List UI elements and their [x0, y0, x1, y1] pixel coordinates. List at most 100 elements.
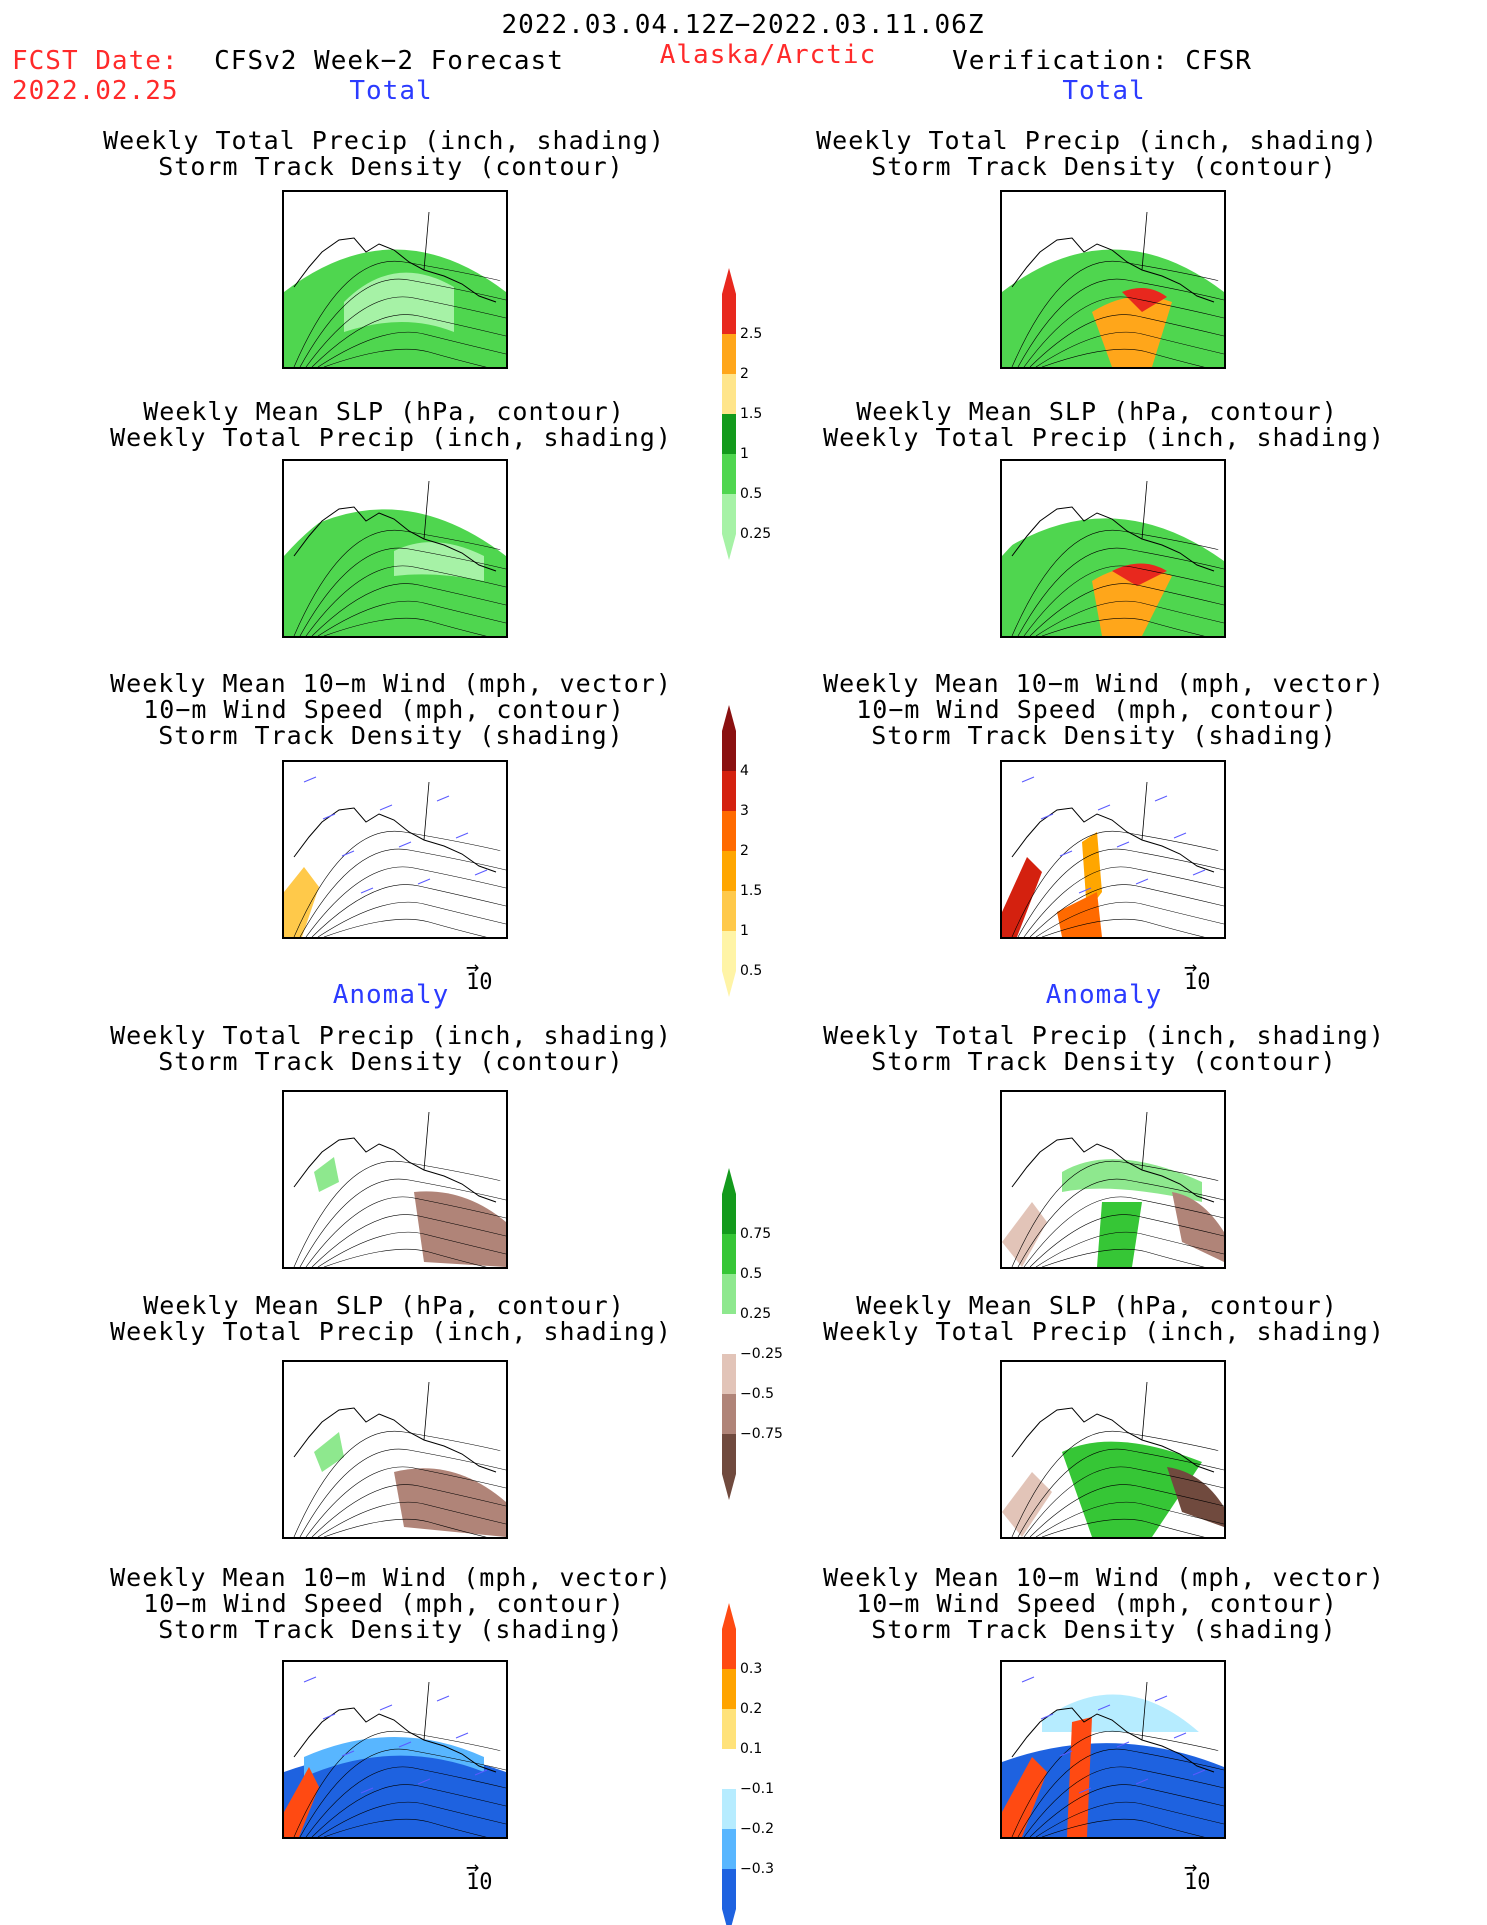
vector-key-value: 10: [1184, 970, 1211, 995]
title-r6-line2: 10−m Wind Speed (mph, contour): [856, 1589, 1338, 1618]
map-contour: [305, 1466, 506, 1537]
map-shading: [1002, 1202, 1047, 1267]
map-shading: [304, 1737, 484, 1777]
map-shading: [394, 542, 484, 581]
map-contour: [1041, 617, 1224, 636]
map-contour: [323, 1248, 506, 1267]
map-shading: [284, 1767, 319, 1837]
map-shading: [414, 1191, 506, 1267]
colorbar-segment: [722, 374, 736, 414]
title-l1-line1: Weekly Total Precip (inch, shading): [103, 126, 665, 155]
colorbar-segment: [722, 891, 736, 931]
map-contour: [1017, 848, 1224, 937]
map-shading: [1112, 563, 1167, 586]
colorbar-segment: [722, 1354, 736, 1394]
map-shading: [1002, 1757, 1047, 1837]
map-coastline: [293, 237, 497, 303]
map-contour: [311, 1214, 506, 1267]
map-contour: [293, 1160, 506, 1267]
title-r6-line1: Weekly Mean 10−m Wind (mph, vector): [823, 1563, 1385, 1592]
title-r5-line1: Weekly Mean SLP (hPa, contour): [856, 1291, 1338, 1320]
map-contour: [311, 1784, 506, 1837]
map-contour: [323, 1818, 506, 1837]
colorbar-svg: [722, 705, 736, 997]
section-total-right: Total: [1062, 76, 1146, 106]
map-contour: [1011, 830, 1224, 937]
title-r2-line1: Weekly Mean SLP (hPa, contour): [856, 397, 1338, 426]
map-contour: [1011, 1160, 1224, 1267]
colorbar-tick-label: 0.2: [740, 1701, 763, 1717]
map-shading: [1057, 892, 1102, 937]
map-panel-verif-anom-wind: [1000, 1660, 1226, 1839]
wind-vector: [1154, 795, 1168, 802]
fcst-date-label: FCST Date:: [12, 46, 179, 76]
colorbar-segment: [722, 414, 736, 454]
vector-key-arrow-icon: →: [1184, 1855, 1198, 1880]
map-contour: [323, 1518, 506, 1537]
wind-vector: [303, 1676, 317, 1683]
wind-vector: [1097, 804, 1111, 811]
wind-vector: [436, 795, 450, 802]
wind-vector: [379, 1704, 393, 1711]
date-range-title: 2022.03.04.12Z−2022.03.11.06Z: [501, 10, 985, 40]
map-svg: [1002, 480, 1224, 636]
wind-vector: [455, 832, 469, 839]
map-border: [1141, 480, 1148, 540]
colorbar-top-triangle: [722, 268, 736, 294]
colorbar-segment: [722, 1274, 736, 1314]
colorbar-tick-label: 1.5: [740, 883, 763, 899]
vector-key-value: 10: [466, 970, 493, 995]
map-coastline: [1011, 506, 1215, 572]
map-contour: [1023, 866, 1224, 937]
colorbar-tick-label: −0.2: [740, 1821, 774, 1837]
map-svg: [1002, 211, 1224, 367]
map-contour: [305, 565, 506, 636]
colorbar-top-triangle: [722, 705, 736, 731]
wind-vector: [1078, 1787, 1092, 1794]
map-contour: [311, 583, 506, 636]
title-r4-line2: Storm Track Density (contour): [871, 1047, 1337, 1076]
title-l5-line1: Weekly Mean SLP (hPa, contour): [143, 1291, 625, 1320]
colorbar-segment: [722, 1669, 736, 1709]
map-contour: [293, 1730, 506, 1837]
wind-vector: [1173, 832, 1187, 839]
map-contour: [311, 884, 506, 937]
map-contour: [1041, 1248, 1224, 1267]
colorbar-segment: [722, 1394, 736, 1434]
map-contour: [317, 1801, 506, 1837]
map-shading: [1062, 1441, 1202, 1537]
map-shading: [1002, 1472, 1052, 1537]
colorbar-segment: [722, 1234, 736, 1274]
map-contour: [1029, 1214, 1224, 1267]
map-svg: [284, 211, 506, 367]
map-shading: [284, 867, 319, 937]
map-panel-verif-anom-slp: [1000, 1360, 1226, 1539]
title-l6-line3: Storm Track Density (shading): [158, 1615, 624, 1644]
map-shading: [1092, 296, 1172, 367]
map-contour: [305, 1196, 506, 1267]
wind-vector: [398, 841, 412, 848]
fcst-date-value: 2022.02.25: [12, 76, 179, 106]
wind-vector: [1173, 1732, 1187, 1739]
wind-vector: [1059, 850, 1073, 857]
wind-vector: [1116, 841, 1130, 848]
title-r1-line2: Storm Track Density (contour): [871, 152, 1337, 181]
colorbar-segment: [722, 1709, 736, 1749]
map-contour: [323, 617, 506, 636]
map-contour: [293, 830, 506, 937]
title-l2-line1: Weekly Mean SLP (hPa, contour): [143, 397, 625, 426]
map-contour: [317, 331, 506, 367]
colorbar-tick-label: 1: [740, 923, 749, 939]
colorbar-segment: [722, 494, 736, 534]
title-r6-line3: Storm Track Density (shading): [871, 1615, 1337, 1644]
map-contour: [1035, 1801, 1224, 1837]
region-title: Alaska/Arctic: [659, 40, 877, 70]
map-border: [1141, 781, 1148, 841]
colorbar-segment: [722, 1194, 736, 1234]
map-coastline: [293, 1137, 497, 1203]
map-panel-forecast-total-precip: [282, 190, 508, 369]
map-border: [423, 480, 430, 540]
colorbar-top-triangle: [722, 1168, 736, 1194]
colorbar-segment: [722, 851, 736, 891]
colorbar-segment: [722, 931, 736, 971]
